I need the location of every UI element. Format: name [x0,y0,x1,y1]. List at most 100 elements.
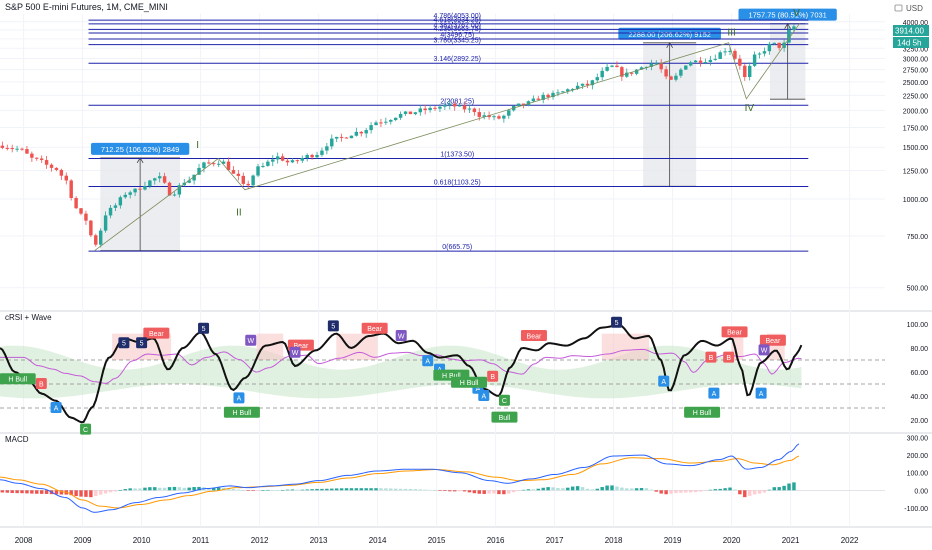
candle-body[interactable] [148,180,152,187]
candle-body[interactable] [59,169,64,176]
candle-body[interactable] [772,42,776,44]
candle-body[interactable] [113,205,118,208]
candle-body[interactable] [354,131,359,136]
candle-body[interactable] [452,103,457,107]
candle-body[interactable] [615,65,619,68]
candle-body[interactable] [330,138,334,147]
candle-body[interactable] [497,116,501,119]
candle-body[interactable] [787,29,791,43]
macd-signal-line[interactable] [0,455,800,509]
candle-body[interactable] [325,146,329,151]
candle-body[interactable] [138,188,142,190]
candle-body[interactable] [762,51,767,54]
candle-body[interactable] [15,148,19,150]
candle-body[interactable] [143,186,147,190]
candle-body[interactable] [610,65,614,67]
candle-body[interactable] [212,163,216,165]
candle-body[interactable] [359,131,363,134]
candle-body[interactable] [271,159,275,162]
candle-body[interactable] [669,76,673,80]
candle-body[interactable] [207,162,211,164]
candle-body[interactable] [674,75,678,80]
candle-body[interactable] [226,161,231,171]
candle-body[interactable] [654,63,658,65]
candle-body[interactable] [305,154,309,159]
candle-body[interactable] [423,108,427,111]
candle-body[interactable] [413,112,418,115]
candle-body[interactable] [280,156,285,161]
candle-body[interactable] [561,91,565,93]
candle-body[interactable] [777,42,781,48]
candle-body[interactable] [600,70,604,78]
price-pane[interactable]: 712.25 (106.62%) 2849 2288.00 (206.62%) 9… [0,8,837,252]
candle-body[interactable] [659,63,663,70]
candle-body[interactable] [285,160,290,163]
candle-body[interactable] [679,69,683,76]
candle-body[interactable] [98,230,103,245]
candle-body[interactable] [566,89,570,92]
candle-body[interactable] [79,208,83,214]
candle-body[interactable] [266,161,270,166]
candle-body[interactable] [718,52,722,59]
candle-body[interactable] [792,26,796,30]
macd-pane[interactable] [0,443,885,513]
candle-body[interactable] [49,164,54,168]
candle-body[interactable] [295,160,300,162]
candle-body[interactable] [64,175,68,181]
crsi-pane[interactable]: BearBearBearBearBearBearBBBBAAAAAAAAA555… [0,316,885,435]
candle-body[interactable] [379,122,383,124]
candle-body[interactable] [708,59,713,62]
candle-body[interactable] [703,61,708,63]
candle-body[interactable] [752,54,757,66]
candle-body[interactable] [221,161,226,164]
candle-body[interactable] [256,166,260,176]
candle-body[interactable] [364,130,368,134]
candle-body[interactable] [492,116,496,118]
candle-body[interactable] [25,149,29,154]
candle-body[interactable] [35,157,39,159]
candle-body[interactable] [541,94,545,100]
candle-body[interactable] [246,183,250,186]
candle-body[interactable] [344,137,349,139]
candle-body[interactable] [403,111,408,114]
candle-body[interactable] [649,63,654,67]
candle-body[interactable] [448,103,452,105]
candle-body[interactable] [187,180,191,183]
candle-body[interactable] [556,92,560,94]
candle-body[interactable] [664,69,668,77]
candle-body[interactable] [551,92,555,98]
candle-body[interactable] [688,62,693,66]
candle-body[interactable] [44,160,49,165]
candle-body[interactable] [5,147,9,149]
candle-body[interactable] [585,83,590,86]
candle-body[interactable] [428,107,432,111]
candle-body[interactable] [408,111,413,115]
candle-body[interactable] [684,65,688,70]
candle-body[interactable] [315,154,319,158]
candle-body[interactable] [438,106,442,109]
candle-body[interactable] [723,51,727,53]
candle-body[interactable] [236,173,241,176]
candle-body[interactable] [153,178,157,181]
candle-body[interactable] [197,167,201,175]
candle-body[interactable] [39,158,44,161]
candle-body[interactable] [339,136,344,138]
candle-body[interactable] [123,194,127,198]
candle-body[interactable] [590,80,595,86]
candle-body[interactable] [575,85,580,89]
candle-body[interactable] [713,58,717,60]
candle-body[interactable] [261,165,265,167]
candle-body[interactable] [639,67,644,70]
candle-body[interactable] [118,197,123,206]
candle-body[interactable] [192,174,196,181]
candle-body[interactable] [393,117,398,120]
candle-body[interactable] [310,154,314,158]
candle-body[interactable] [477,112,481,117]
candle-body[interactable] [531,98,536,102]
candle-body[interactable] [69,180,73,198]
candle-body[interactable] [0,145,5,148]
candle-body[interactable] [384,121,388,123]
candle-body[interactable] [767,43,772,52]
candle-body[interactable] [747,65,752,78]
candle-body[interactable] [167,182,172,196]
